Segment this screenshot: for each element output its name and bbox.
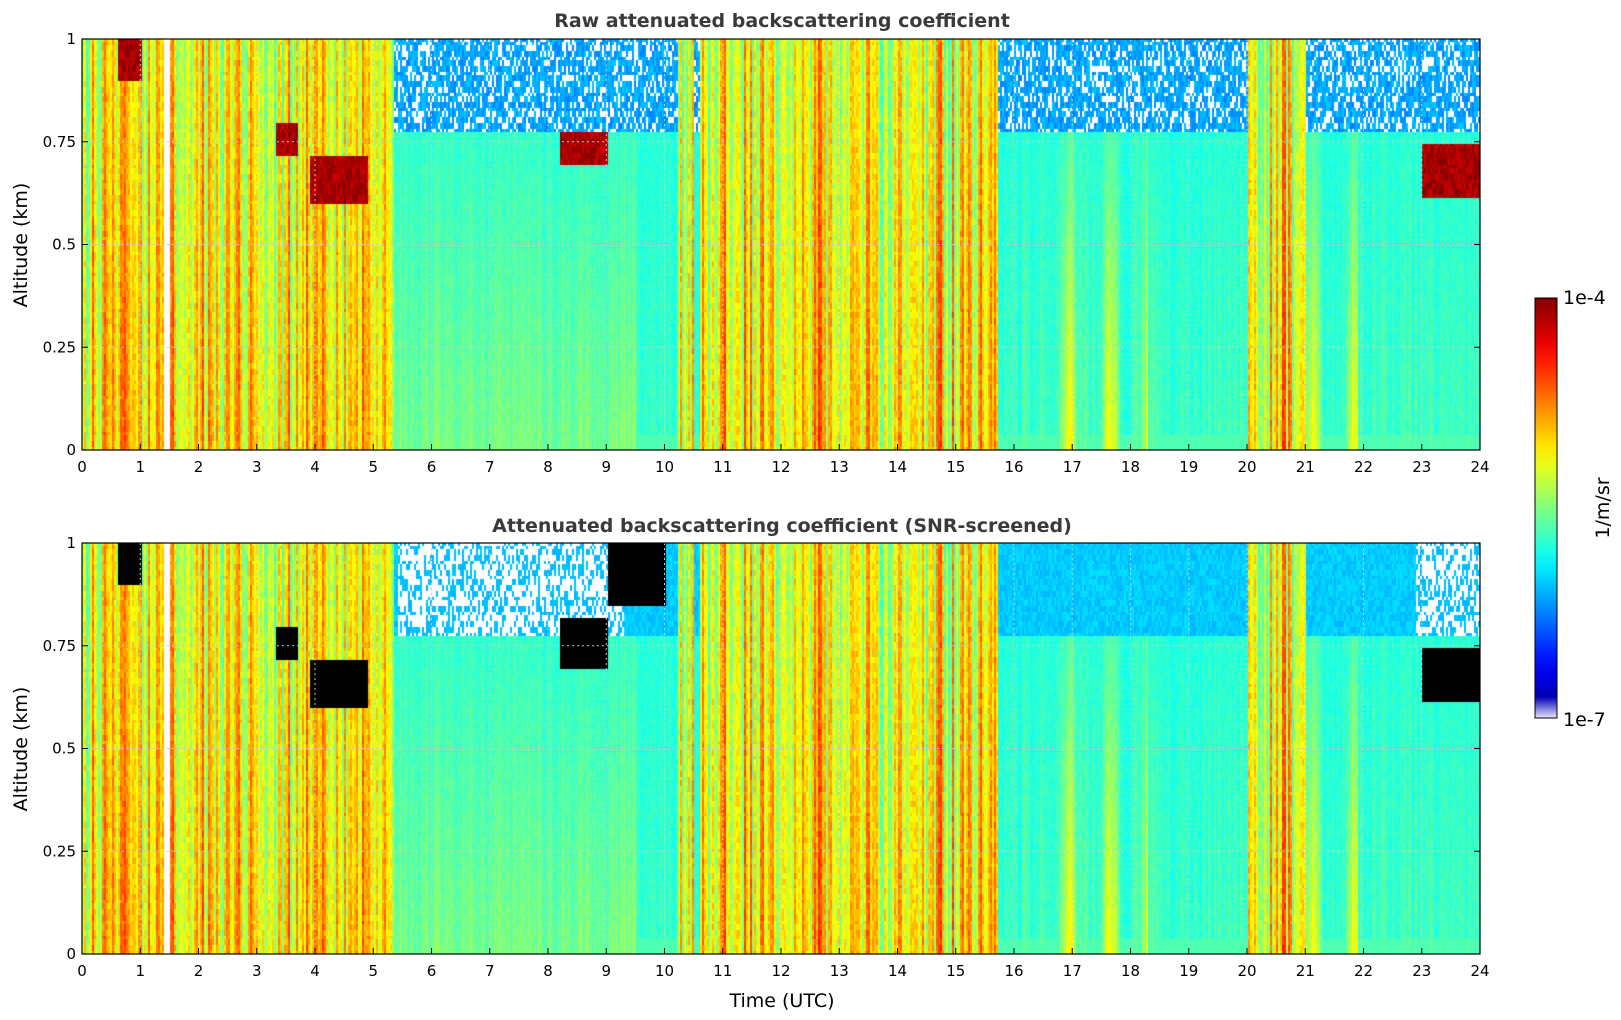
- x-tick-label: 8: [543, 458, 553, 476]
- x-tick-label: 4: [310, 962, 320, 980]
- x-tick-label: 19: [1179, 458, 1198, 476]
- y-tick-label: 1: [66, 534, 76, 552]
- raw-panel-title: Raw attenuated backscattering coefficien…: [554, 10, 1010, 32]
- colorbar: 1e-4 1e-7 1/m/sr: [1534, 287, 1614, 731]
- x-tick-label: 7: [485, 962, 495, 980]
- colorbar-max-label: 1e-4: [1563, 287, 1606, 309]
- colorbar-gradient: [1534, 297, 1558, 719]
- x-tick-label: 21: [1296, 458, 1315, 476]
- x-tick-label: 24: [1470, 962, 1489, 980]
- x-tick-label: 11: [713, 458, 732, 476]
- x-tick-label: 1: [135, 458, 145, 476]
- x-tick-label: 14: [888, 458, 907, 476]
- x-tick-label: 18: [1121, 458, 1140, 476]
- x-tick-label: 7: [485, 458, 495, 476]
- x-tick-label: 20: [1237, 458, 1256, 476]
- raw-axis-ticks: 0 1 2 3 4 5 6 7 8 9 10 11 12 13 14 15 16 17 18 19 20 21 22 23 24…: [43, 30, 1490, 476]
- x-tick-label: 6: [427, 962, 437, 980]
- x-tick-label: 5: [368, 458, 378, 476]
- x-tick-label: 3: [252, 962, 262, 980]
- raw-panel: Raw attenuated backscattering coefficien…: [10, 10, 1490, 476]
- x-tick-label: 2: [194, 458, 204, 476]
- x-tick-label: 5: [368, 962, 378, 980]
- x-tick-label: 14: [888, 962, 907, 980]
- y-tick-label: 0.5: [52, 236, 76, 254]
- x-tick-label: 0: [77, 458, 87, 476]
- x-tick-label: 17: [1063, 962, 1082, 980]
- raw-grid: [82, 39, 1480, 450]
- x-tick-label: 18: [1121, 962, 1140, 980]
- y-tick-label: 0.5: [52, 740, 76, 758]
- x-tick-label: 2: [194, 962, 204, 980]
- x-tick-label: 16: [1004, 962, 1023, 980]
- x-tick-label: 11: [713, 962, 732, 980]
- x-tick-label: 12: [771, 458, 790, 476]
- x-tick-label: 23: [1412, 458, 1431, 476]
- y-tick-label: 0: [66, 441, 76, 459]
- x-axis-label: Time (UTC): [728, 990, 834, 1012]
- colorbar-min-label: 1e-7: [1563, 709, 1606, 731]
- screened-grid: [82, 543, 1480, 954]
- y-tick-label: 0.75: [43, 637, 76, 655]
- x-tick-label: 9: [601, 458, 611, 476]
- x-tick-label: 19: [1179, 962, 1198, 980]
- x-tick-label: 21: [1296, 962, 1315, 980]
- x-tick-label: 1: [135, 962, 145, 980]
- x-tick-label: 15: [946, 962, 965, 980]
- colorbar-units-label: 1/m/sr: [1592, 477, 1614, 538]
- x-tick-label: 10: [655, 962, 674, 980]
- x-tick-label: 16: [1004, 458, 1023, 476]
- x-tick-label: 24: [1470, 458, 1489, 476]
- x-tick-label: 22: [1354, 458, 1373, 476]
- x-tick-label: 22: [1354, 962, 1373, 980]
- x-tick-label: 15: [946, 458, 965, 476]
- x-tick-label: 3: [252, 458, 262, 476]
- screened-panel-title: Attenuated backscattering coefficient (S…: [492, 515, 1072, 537]
- screened-axis-ticks: 0 1 2 3 4 5 6 7 8 9 10 11 12 13 14 15 16 17 18 19 20 21 22 23 24…: [43, 534, 1490, 980]
- y-tick-label: 0: [66, 945, 76, 963]
- screened-y-axis-label: Altitude (km): [10, 687, 32, 812]
- screened-panel: Attenuated backscattering coefficient (S…: [10, 515, 1490, 1012]
- x-tick-label: 8: [543, 962, 553, 980]
- x-tick-label: 20: [1237, 962, 1256, 980]
- x-tick-label: 6: [427, 458, 437, 476]
- y-tick-label: 1: [66, 30, 76, 48]
- x-tick-label: 12: [771, 962, 790, 980]
- x-tick-label: 23: [1412, 962, 1431, 980]
- x-tick-label: 17: [1063, 458, 1082, 476]
- y-tick-label: 0.25: [43, 338, 76, 356]
- x-tick-label: 9: [601, 962, 611, 980]
- x-tick-label: 13: [830, 962, 849, 980]
- raw-y-axis-label: Altitude (km): [10, 183, 32, 308]
- x-tick-label: 4: [310, 458, 320, 476]
- x-tick-label: 10: [655, 458, 674, 476]
- x-tick-label: 0: [77, 962, 87, 980]
- y-tick-label: 0.25: [43, 842, 76, 860]
- x-tick-label: 13: [830, 458, 849, 476]
- y-tick-label: 0.75: [43, 133, 76, 151]
